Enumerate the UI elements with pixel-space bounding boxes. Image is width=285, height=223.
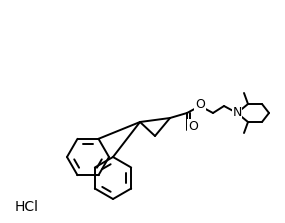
- Text: O: O: [188, 120, 198, 132]
- Text: N: N: [232, 107, 242, 120]
- Text: HCl: HCl: [15, 200, 39, 214]
- Text: O: O: [195, 97, 205, 111]
